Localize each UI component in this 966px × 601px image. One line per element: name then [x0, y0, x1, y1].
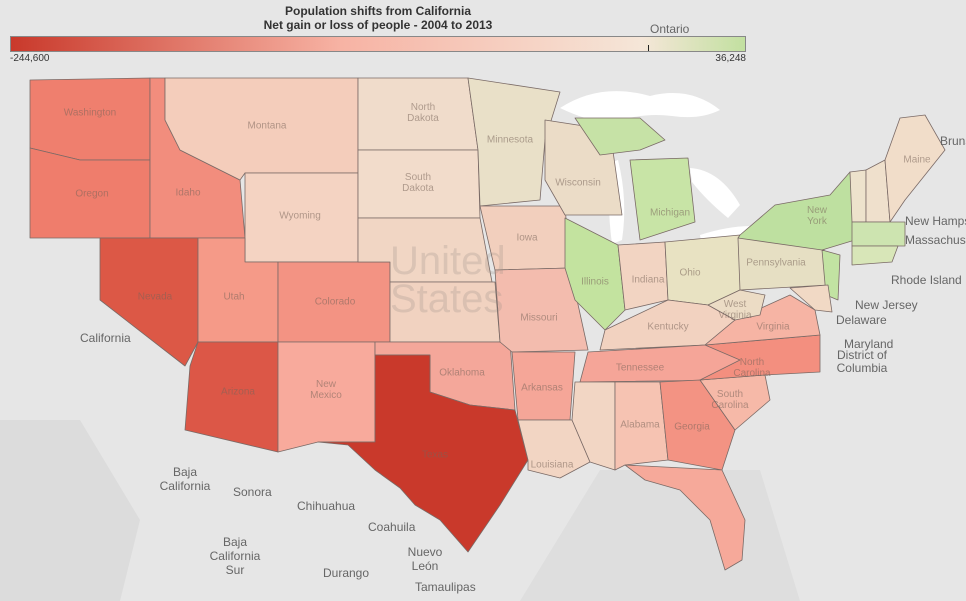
- state-connecticut-ri[interactable]: [851, 245, 899, 266]
- legend-gradient-bar[interactable]: [10, 36, 746, 52]
- country-label-united-states: United States: [390, 239, 506, 321]
- state-label-minnesota: Minnesota: [486, 134, 534, 146]
- state-label-oregon: Oregon: [75, 188, 109, 200]
- legend-min-label: -244,600: [10, 53, 50, 64]
- state-label-missouri: Missouri: [520, 312, 558, 324]
- state-label-michigan: Michigan: [649, 207, 691, 219]
- state-label-west-virginia: West Virginia: [718, 299, 752, 321]
- state-label-idaho: Idaho: [175, 187, 201, 199]
- label-new-jersey: New Jersey: [855, 298, 918, 312]
- state-label-illinois: Illinois: [581, 276, 609, 288]
- pacific-ocean: [0, 420, 140, 601]
- state-ohio[interactable]: [664, 234, 741, 306]
- lake-huron: [690, 168, 740, 218]
- label-tamaulipas: Tamaulipas: [415, 580, 476, 594]
- label-maryland: Maryland: [844, 337, 894, 351]
- state-label-kentucky: Kentucky: [647, 321, 689, 333]
- state-label-north-carolina: North Carolina: [733, 357, 771, 379]
- state-label-maine: Maine: [903, 154, 931, 166]
- state-nevada[interactable]: [99, 237, 199, 367]
- state-label-indiana: Indiana: [631, 274, 665, 286]
- state-label-georgia: Georgia: [674, 421, 710, 433]
- state-label-wisconsin: Wisconsin: [555, 177, 601, 189]
- label-delaware: Delaware: [836, 313, 887, 327]
- state-west-virginia[interactable]: [707, 289, 766, 321]
- state-texas[interactable]: [317, 354, 529, 553]
- state-label-alabama: Alabama: [620, 419, 660, 431]
- state-florida[interactable]: [624, 464, 746, 571]
- label-coahuila: Coahuila: [368, 520, 416, 534]
- state-label-arizona: Arizona: [221, 386, 255, 398]
- label-massachusetts: Massachus: [905, 233, 966, 247]
- state-label-colorado: Colorado: [314, 296, 356, 308]
- state-label-montana: Montana: [247, 120, 287, 132]
- legend-max-label: 36,248: [715, 53, 746, 64]
- state-label-ohio: Ohio: [679, 267, 701, 279]
- label-chihuahua: Chihuahua: [297, 499, 356, 513]
- state-label-utah: Utah: [223, 291, 245, 303]
- state-georgia[interactable]: [659, 379, 736, 471]
- state-alabama[interactable]: [614, 381, 669, 471]
- state-label-north-dakota: North Dakota: [407, 102, 439, 124]
- label-sonora: Sonora: [233, 485, 272, 499]
- label-nuevo-leon: Nuevo León: [407, 545, 443, 573]
- state-label-virginia: Virginia: [756, 321, 790, 333]
- label-baja-california-sur: Baja California Sur: [209, 535, 261, 577]
- state-michigan[interactable]: [629, 157, 696, 241]
- label-rhode-island: Rhode Island: [891, 273, 962, 287]
- legend-zero-marker: [648, 45, 649, 51]
- state-label-new-york: New York: [806, 205, 827, 227]
- state-missouri[interactable]: [494, 267, 589, 353]
- color-legend: Population shifts from California Net ga…: [10, 4, 746, 66]
- state-arizona[interactable]: [184, 341, 279, 453]
- state-vermont[interactable]: [849, 169, 867, 223]
- lake-superior: [560, 91, 720, 124]
- label-california: California: [80, 331, 131, 345]
- state-label-nevada: Nevada: [137, 291, 173, 303]
- state-maryland-delaware[interactable]: [789, 284, 833, 313]
- label-new-brunswick: Bruns: [940, 134, 966, 148]
- state-label-south-dakota: South Dakota: [402, 172, 434, 194]
- state-label-wyoming: Wyoming: [279, 210, 321, 222]
- state-label-iowa: Iowa: [516, 232, 538, 244]
- state-label-louisiana: Louisiana: [530, 459, 574, 471]
- state-label-new-mexico: New Mexico: [310, 379, 342, 401]
- state-label-pennsylvania: Pennsylvania: [746, 257, 806, 269]
- state-label-south-carolina: South Carolina: [711, 389, 749, 411]
- map-title: Population shifts from California: [284, 4, 471, 18]
- label-new-hampshire: New Hamps: [905, 214, 966, 228]
- state-label-washington: Washington: [63, 107, 117, 119]
- state-label-texas: Texas: [421, 449, 449, 461]
- state-massachusetts[interactable]: [851, 221, 906, 247]
- state-washington[interactable]: [29, 77, 151, 161]
- state-virginia[interactable]: [704, 294, 821, 346]
- label-district-of-columbia: District of Columbia: [836, 348, 888, 375]
- state-minnesota[interactable]: [467, 77, 561, 207]
- label-ontario: Ontario: [650, 22, 690, 36]
- label-baja-california: Baja California: [159, 465, 211, 493]
- state-label-arkansas: Arkansas: [521, 382, 563, 394]
- label-durango: Durango: [323, 566, 370, 580]
- state-label-tennessee: Tennessee: [615, 362, 665, 374]
- state-label-oklahoma: Oklahoma: [439, 367, 485, 379]
- map-subtitle: Net gain or loss of people - 2004 to 201…: [263, 18, 493, 32]
- state-michigan-upper[interactable]: [574, 117, 666, 156]
- state-mississippi[interactable]: [571, 381, 616, 471]
